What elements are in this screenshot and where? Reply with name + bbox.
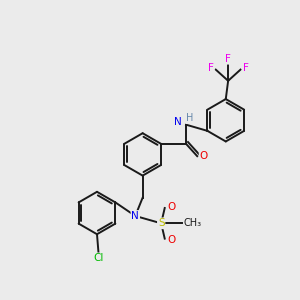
Text: F: F bbox=[225, 54, 231, 64]
Text: F: F bbox=[208, 63, 214, 73]
Text: O: O bbox=[167, 202, 175, 212]
Text: N: N bbox=[131, 211, 139, 221]
Text: H: H bbox=[186, 113, 194, 123]
Text: S: S bbox=[158, 218, 164, 228]
Text: CH₃: CH₃ bbox=[184, 218, 202, 228]
Text: Cl: Cl bbox=[93, 254, 104, 263]
Text: O: O bbox=[200, 151, 208, 161]
Text: O: O bbox=[167, 235, 175, 245]
Text: N: N bbox=[174, 117, 182, 127]
Text: F: F bbox=[243, 63, 248, 73]
